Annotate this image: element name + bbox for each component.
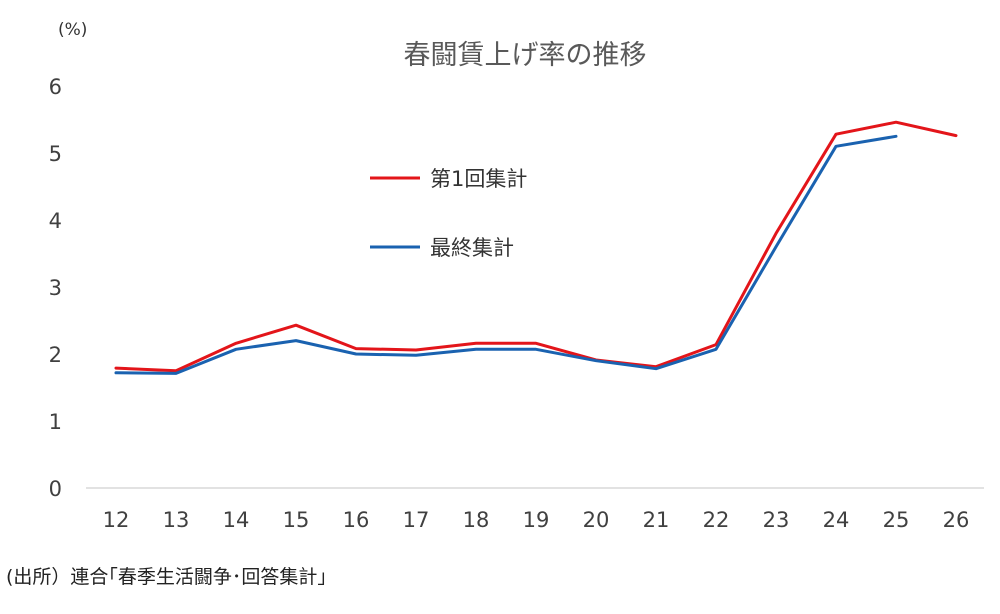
x-tick-labels: 12 13 14 15 16 17 18 19 20 21 22 23 24 25 26: [103, 508, 970, 532]
chart-title: 春闘賃上げ率の推移: [404, 40, 647, 71]
x-tick-label: 13: [163, 508, 190, 532]
y-tick-label: 1: [49, 410, 62, 434]
x-tick-label: 23: [763, 508, 790, 532]
x-tick-label: 20: [583, 508, 610, 532]
series-line-first-count: [114, 120, 958, 373]
series-group: [114, 120, 958, 375]
x-tick-label: 26: [943, 508, 970, 532]
x-tick-label: 15: [283, 508, 310, 532]
y-tick-label: 3: [49, 276, 62, 300]
y-tick-label: 2: [49, 343, 62, 367]
x-tick-label: 19: [523, 508, 550, 532]
y-unit-label: (%): [58, 20, 87, 40]
x-tick-label: 24: [823, 508, 850, 532]
legend-label-final-count: 最終集計: [430, 236, 514, 260]
series-line-final-count: [114, 134, 898, 375]
x-tick-label: 22: [703, 508, 730, 532]
source-note: (出所）連合｢春季生活闘争･回答集計｣: [6, 566, 327, 588]
x-tick-label: 18: [463, 508, 490, 532]
y-tick-label: 4: [49, 209, 62, 233]
x-tick-label: 14: [223, 508, 250, 532]
legend: 第1回集計 最終集計: [370, 167, 527, 260]
y-tick-label: 5: [49, 142, 62, 166]
legend-label-first-count: 第1回集計: [430, 167, 527, 191]
x-tick-label: 25: [883, 508, 910, 532]
y-tick-labels: 0 1 2 3 4 5 6: [49, 75, 62, 501]
y-tick-label: 0: [49, 477, 62, 501]
x-tick-label: 16: [343, 508, 370, 532]
y-tick-label: 6: [49, 75, 62, 99]
x-tick-label: 21: [643, 508, 670, 532]
x-tick-label: 17: [403, 508, 430, 532]
x-tick-label: 12: [103, 508, 130, 532]
